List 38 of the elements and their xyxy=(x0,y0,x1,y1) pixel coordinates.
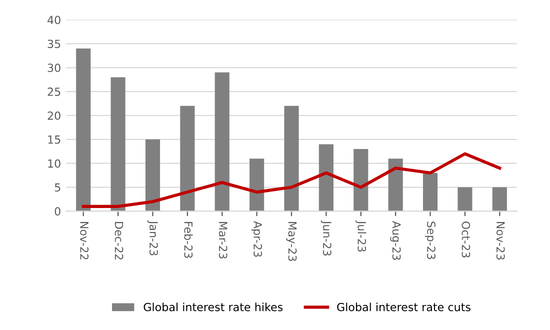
x-tick-label: Apr-23 xyxy=(251,221,262,257)
bar xyxy=(250,158,264,212)
x-tick-label: Feb-23 xyxy=(184,222,193,258)
bar xyxy=(145,139,160,212)
bar xyxy=(284,106,299,212)
bar xyxy=(388,158,403,212)
x-tick-label: Oct-23 xyxy=(462,222,470,258)
y-tick-label: 10 xyxy=(48,159,60,168)
x-tick-label: Aug-23 xyxy=(390,221,401,260)
bar xyxy=(110,77,126,212)
x-tick-label: Jun-23 xyxy=(320,220,332,256)
line-series xyxy=(82,152,502,208)
x-tick-label: Mar-23 xyxy=(218,222,228,258)
x-tick-label: May-23 xyxy=(286,222,297,261)
x-tick-label: Nov-23 xyxy=(496,222,505,260)
y-tick-label: 0 xyxy=(54,207,60,216)
x-tick-label: Jan-23 xyxy=(147,220,158,256)
bar xyxy=(214,72,230,212)
y-tick-label: 35 xyxy=(48,40,60,48)
y-tick-label: 20 xyxy=(48,111,60,120)
bar xyxy=(492,187,507,212)
x-tick-label: Jul-23 xyxy=(356,220,366,252)
x-tick-label: Nov-22 xyxy=(80,222,89,260)
y-tick-label: 5 xyxy=(54,183,60,192)
legend-label: Global interest rate cuts xyxy=(337,302,470,312)
bar xyxy=(354,148,368,212)
bar xyxy=(458,187,472,212)
y-tick-label: 25 xyxy=(48,88,60,96)
y-tick-label: 40 xyxy=(48,16,60,24)
bar xyxy=(422,172,438,212)
x-tick-label: Sep-23 xyxy=(424,222,436,260)
y-tick-label: 30 xyxy=(48,64,60,72)
bar xyxy=(180,106,195,212)
x-tick-label: Dec-22 xyxy=(114,222,124,260)
legend-label: Global interest rate hikes xyxy=(144,302,283,312)
bar xyxy=(76,48,91,212)
y-tick-label: 15 xyxy=(48,136,60,144)
bar xyxy=(318,144,334,212)
